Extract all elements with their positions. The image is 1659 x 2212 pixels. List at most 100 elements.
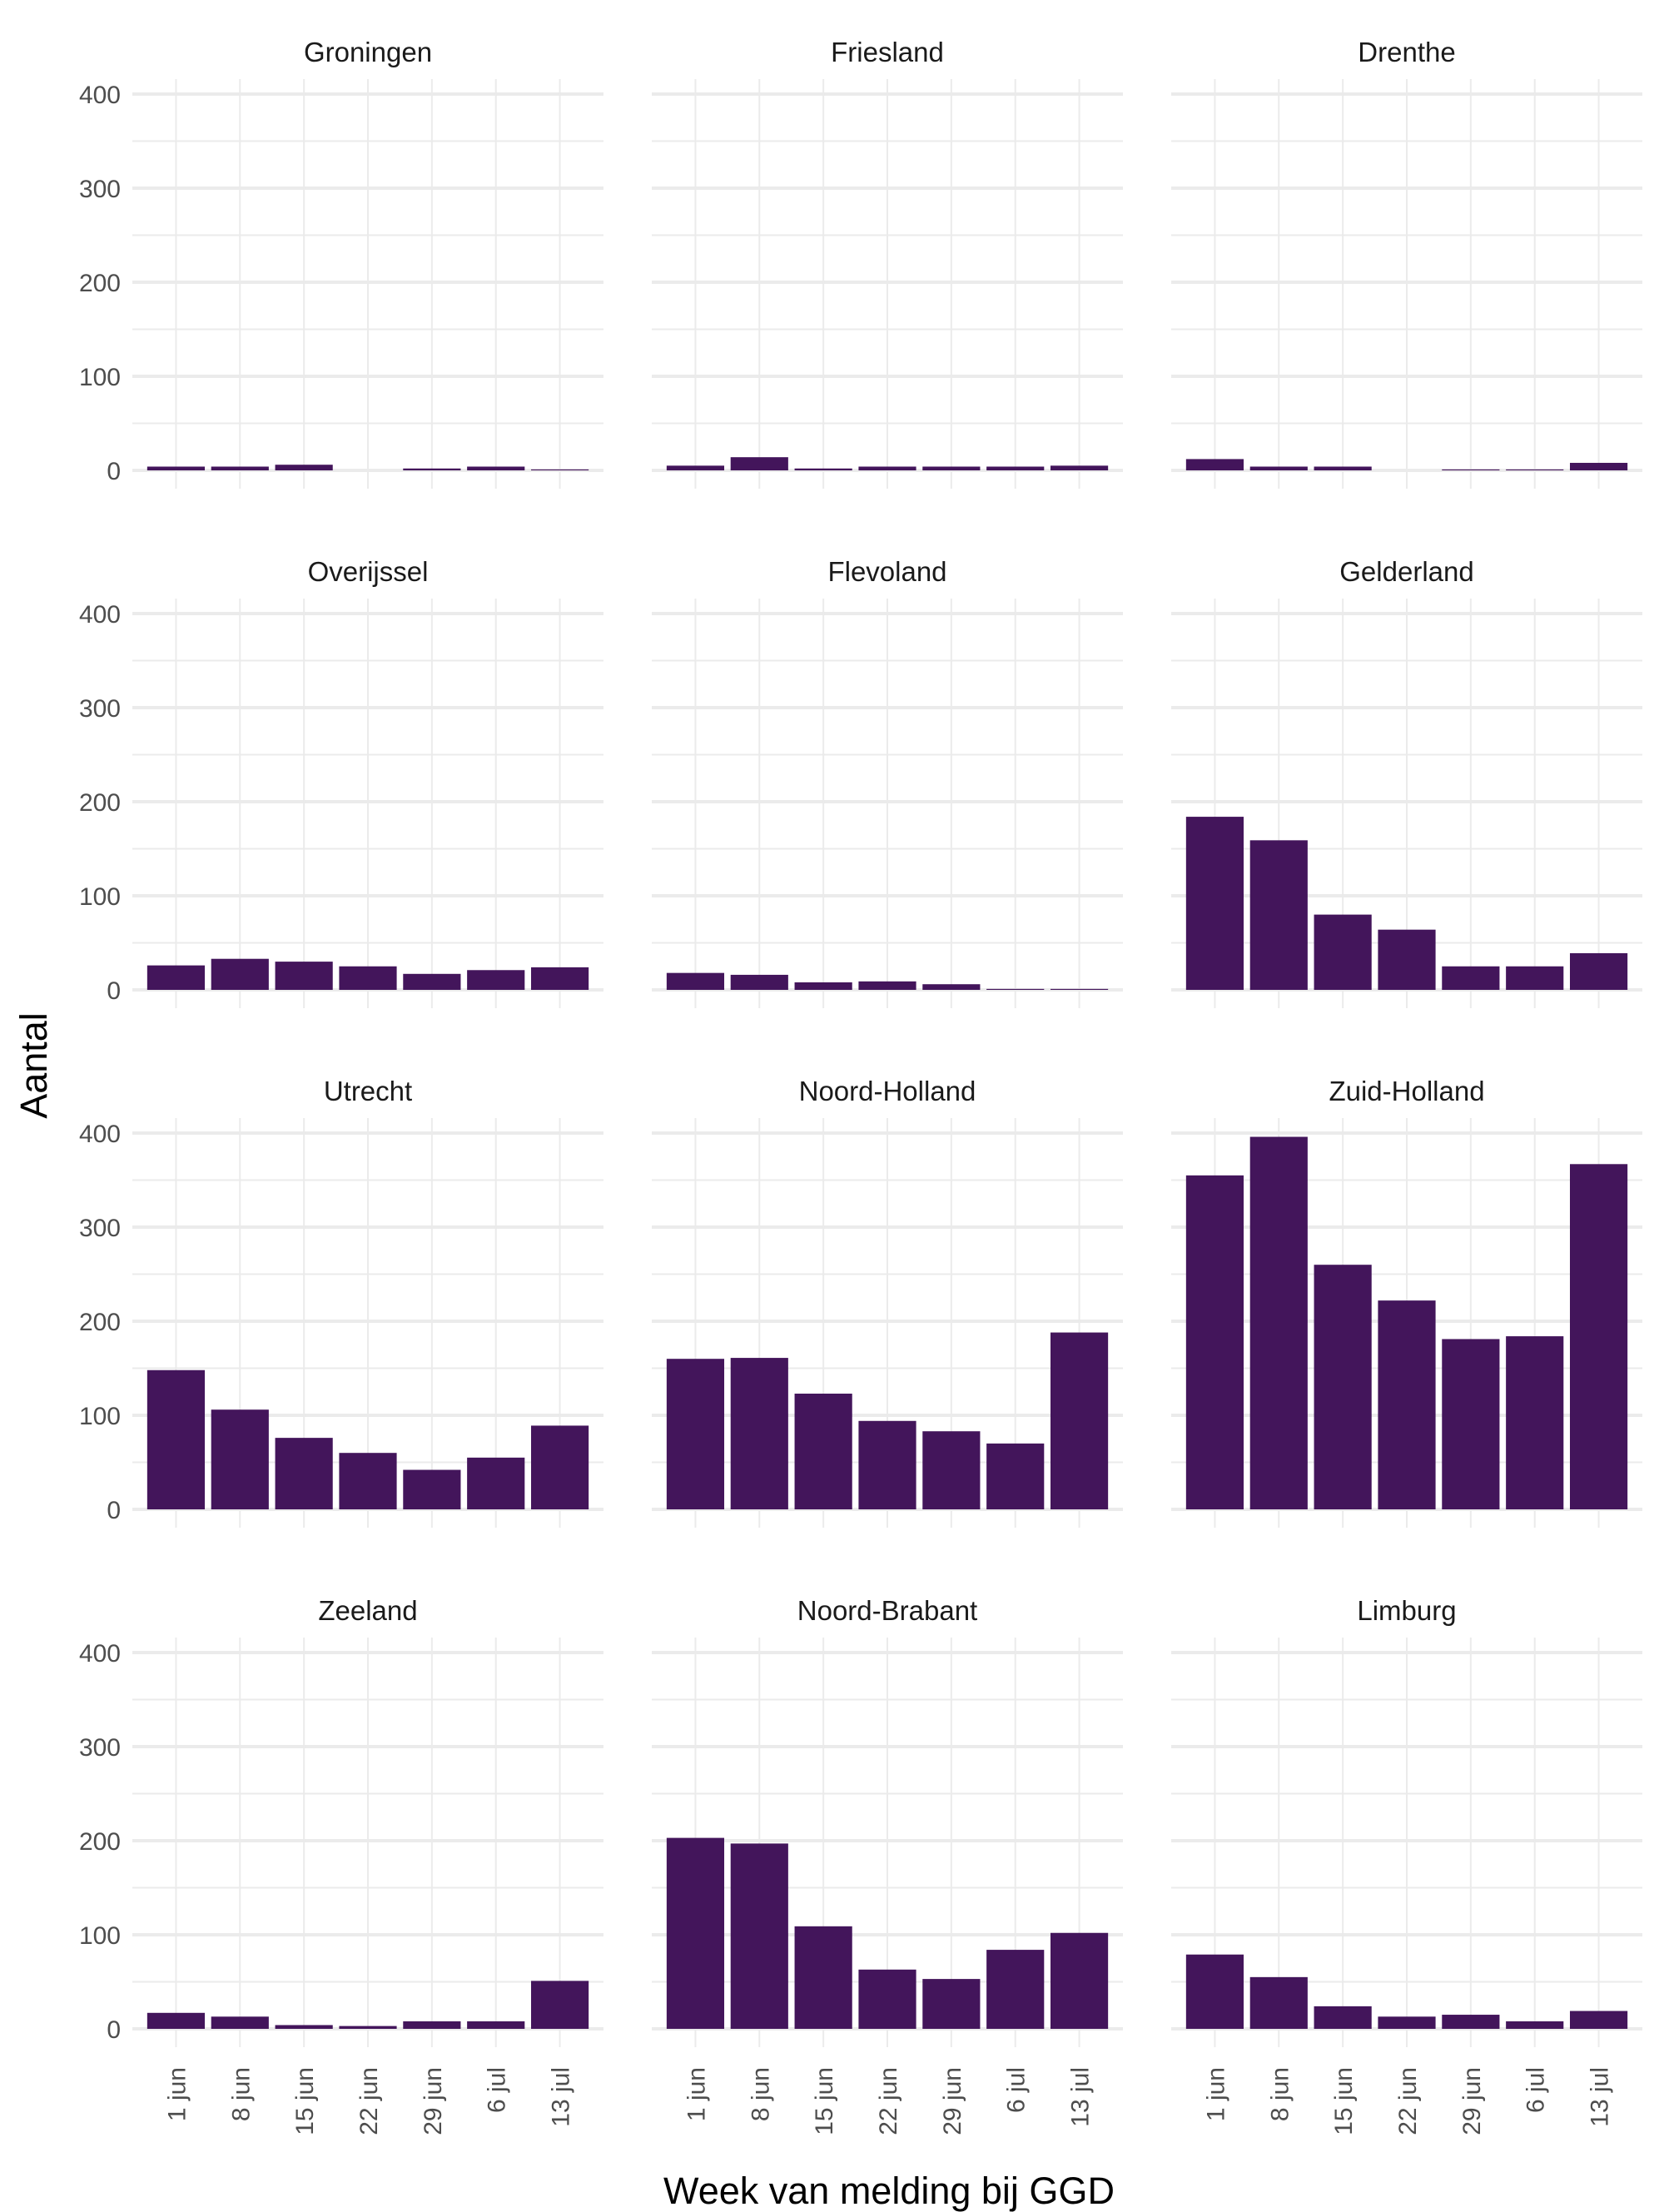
- bar: [467, 2021, 525, 2029]
- bar: [275, 962, 333, 990]
- x-tick-label: 1 jun: [1202, 2067, 1229, 2121]
- panel-zuid-holland: Zuid-Holland: [1171, 1076, 1642, 1528]
- bar: [666, 1359, 725, 1509]
- bar: [1378, 1300, 1436, 1509]
- facet-title: Gelderland: [1339, 556, 1473, 587]
- facet-title: Noord-Holland: [799, 1076, 976, 1106]
- bar: [275, 1438, 333, 1509]
- panel-flevoland: Flevoland: [652, 556, 1123, 1008]
- bar: [730, 1358, 788, 1509]
- facet-title: Zeeland: [318, 1595, 417, 1626]
- bar: [403, 2021, 461, 2029]
- x-tick-label: 1 jun: [683, 2067, 710, 2121]
- bar: [986, 988, 1045, 990]
- bar: [275, 2025, 333, 2029]
- bar: [1314, 466, 1372, 470]
- bar: [1249, 1136, 1308, 1509]
- bar: [1314, 1265, 1372, 1509]
- bar: [1314, 914, 1372, 990]
- bar: [147, 1369, 206, 1509]
- x-tick-label: 1 jun: [163, 2067, 191, 2121]
- bar: [1249, 840, 1308, 990]
- bar: [858, 466, 916, 470]
- facet-title: Overijssel: [308, 556, 429, 587]
- bar: [1569, 2011, 1628, 2029]
- x-tick-label: 15 jun: [1330, 2067, 1358, 2135]
- bar: [1378, 929, 1436, 990]
- x-tick-label: 13 jul: [1587, 2067, 1614, 2127]
- x-tick-label: 15 jun: [811, 2067, 838, 2135]
- facet-title: Limburg: [1357, 1595, 1456, 1626]
- y-tick-label: 400: [79, 1121, 121, 1148]
- y-tick-label: 100: [79, 364, 121, 391]
- y-tick-label: 0: [107, 977, 121, 1005]
- y-tick-label: 0: [107, 1497, 121, 1524]
- bar: [403, 468, 461, 470]
- bar: [1569, 1164, 1628, 1509]
- x-tick-label: 6 jul: [484, 2067, 511, 2113]
- bar: [1442, 2015, 1500, 2029]
- y-tick-label: 300: [79, 1215, 121, 1242]
- x-tick-label: 29 jun: [939, 2067, 966, 2135]
- bar: [211, 1409, 269, 1509]
- facet-title: Drenthe: [1358, 37, 1455, 67]
- x-tick-label: 22 jun: [355, 2067, 383, 2135]
- y-tick-label: 400: [79, 1640, 121, 1668]
- bar: [986, 466, 1045, 470]
- bar: [794, 1926, 852, 2029]
- facet-title: Groningen: [304, 37, 432, 67]
- bar: [858, 1420, 916, 1509]
- panel-utrecht: Utrecht 0 100 200 300 400: [79, 1076, 603, 1528]
- bar: [986, 1950, 1045, 2029]
- bar: [730, 974, 788, 990]
- bar: [730, 1843, 788, 2029]
- bar: [530, 1425, 589, 1509]
- bar: [666, 1837, 725, 2029]
- bar: [1378, 2016, 1436, 2029]
- y-tick-label: 300: [79, 176, 121, 203]
- bar: [794, 468, 852, 470]
- bar: [1185, 817, 1244, 990]
- bar: [1050, 1332, 1109, 1509]
- panel-friesland: Friesland: [652, 37, 1123, 489]
- y-tick-label: 400: [79, 82, 121, 109]
- y-tick-label: 200: [79, 1828, 121, 1856]
- bar: [1506, 2021, 1564, 2029]
- facet-title: Zuid-Holland: [1329, 1076, 1484, 1106]
- bar: [666, 465, 725, 470]
- bar: [211, 958, 269, 990]
- bar: [1185, 459, 1244, 470]
- bar: [1249, 1976, 1308, 2029]
- bar: [339, 2026, 397, 2029]
- bar: [730, 457, 788, 470]
- bar: [1442, 1339, 1500, 1509]
- bar: [666, 972, 725, 990]
- bar: [986, 1443, 1045, 1509]
- x-axis-title: Week van melding bij GGD: [663, 2170, 1115, 2212]
- y-tick-label: 200: [79, 1309, 121, 1336]
- bar: [922, 984, 981, 990]
- x-tick-label: 6 jul: [1003, 2067, 1031, 2113]
- y-tick-label: 200: [79, 789, 121, 817]
- bar: [1506, 1336, 1564, 1509]
- bar: [147, 965, 206, 990]
- bar: [1442, 966, 1500, 990]
- bar: [858, 1969, 916, 2029]
- y-tick-label: 100: [79, 883, 121, 911]
- y-tick-label: 200: [79, 270, 121, 297]
- x-tick-label: 8 jun: [747, 2067, 774, 2121]
- bar: [1185, 1954, 1244, 2029]
- bar: [467, 466, 525, 470]
- bar: [211, 2016, 269, 2029]
- x-tick-label: 15 jun: [291, 2067, 319, 2135]
- bar: [858, 981, 916, 990]
- bar: [530, 1981, 589, 2029]
- panel-noord-holland: Noord-Holland: [652, 1076, 1123, 1528]
- bar: [147, 466, 206, 470]
- bar: [794, 982, 852, 990]
- bar: [1506, 966, 1564, 990]
- bar: [275, 465, 333, 470]
- x-tick-label: 29 jun: [1458, 2067, 1486, 2135]
- panel-zeeland: Zeeland 0 100 200 300 400 1 jun 8 jun 15 jun 22 j…: [79, 1595, 603, 2135]
